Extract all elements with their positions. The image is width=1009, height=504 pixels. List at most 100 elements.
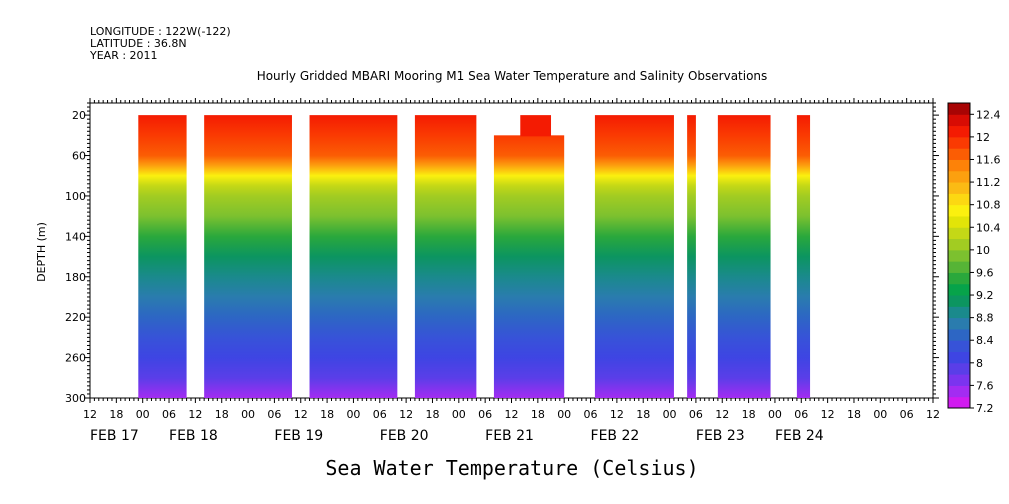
x-tick-label: 18 [425,408,439,421]
x-tick-label: 06 [794,408,808,421]
x-tick-label: 12 [505,408,519,421]
x-axis: 12 18 00 06 12 18 00 06 12 18 00 06 12 18 00 06 12 18 00 06… [83,398,940,444]
x-tick-label: 12 [715,408,729,421]
data-block-6 [687,115,696,398]
x-day-label: FEB 20 [380,428,429,444]
data-block-3 [414,115,477,398]
colorbar-swatch [948,261,970,273]
x-day-label: FEB 24 [775,428,824,444]
colorbar-label: 7.2 [976,402,994,415]
x-tick-label: 06 [478,408,492,421]
colorbar-swatch [948,182,970,194]
x-tick-label: 06 [162,408,176,421]
x-tick-label: 00 [663,408,677,421]
x-day-label: FEB 23 [696,428,745,444]
latitude-label: LATITUDE : 36.8N [90,37,187,50]
x-tick-label: 18 [215,408,229,421]
colorbar-swatch [948,396,970,409]
colorbar-label: 8.4 [976,334,994,347]
colorbar-swatch [948,227,970,240]
y-axis-label: DEPTH (m) [35,222,48,282]
x-tick-label: 00 [557,408,571,421]
y-axis: 20 60 100 140 180 220 260 300 [65,102,939,405]
colorbar-swatch [948,170,970,183]
y-tick-label: 220 [65,311,86,324]
colorbar-label: 9.6 [976,266,994,279]
colorbar-swatch [948,215,970,228]
data-block-5 [594,115,674,398]
x-tick-label: 06 [267,408,281,421]
colorbar-swatch [948,374,970,386]
x-tick-label: 12 [610,408,624,421]
x-tick-label: 18 [847,408,861,421]
x-tick-label: 00 [768,408,782,421]
x-axis-label: Sea Water Temperature (Celsius) [325,456,698,480]
x-tick-label: 12 [821,408,835,421]
colorbar-swatch [948,317,970,330]
colorbar-swatch [948,351,970,364]
x-tick-label: 00 [241,408,255,421]
data-block-4 [493,135,565,398]
x-tick-label: 18 [742,408,756,421]
colorbar-swatch [948,283,970,296]
x-tick-label: 06 [373,408,387,421]
data-block-1 [204,115,292,398]
colorbar-label: 9.2 [976,289,994,302]
x-tick-label: 12 [926,408,940,421]
colorbar-swatch [948,249,970,262]
x-tick-label: 06 [689,408,703,421]
colorbar-swatch [948,148,970,160]
data-block-7 [717,115,771,398]
x-tick-label: 18 [531,408,545,421]
x-tick-label: 12 [294,408,308,421]
x-tick-label: 00 [873,408,887,421]
colorbar-swatch [948,340,970,353]
x-day-label: FEB 18 [169,428,218,444]
y-tick-label: 20 [72,109,86,122]
x-tick-label: 18 [636,408,650,421]
longitude-label: LONGITUDE : 122W(-122) [90,25,231,38]
colorbar-swatch [948,272,970,285]
colorbar-label: 10 [976,244,990,257]
colorbar-label: 12 [976,131,990,144]
data-blocks [138,115,811,398]
colorbar-label: 12.4 [976,108,1001,121]
plot-frame-ticks [89,98,934,104]
x-tick-label: 00 [346,408,360,421]
colorbar-swatch [948,328,970,341]
y-tick-label: 180 [65,271,86,284]
colorbar-label: 8.8 [976,312,994,325]
y-tick-label: 260 [65,352,86,365]
x-day-label: FEB 21 [485,428,534,444]
colorbar-swatch [948,159,970,172]
colorbar-swatch [948,125,970,138]
x-tick-label: 12 [188,408,202,421]
x-tick-label: 12 [399,408,413,421]
x-tick-label: 18 [320,408,334,421]
data-block-8 [796,115,811,398]
colorbar-swatch [948,238,970,251]
colorbar-label: 7.6 [976,379,994,392]
x-tick-label: 18 [109,408,123,421]
colorbar-swatch [948,193,970,206]
colorbar-swatch [948,114,970,127]
y-tick-label: 60 [72,150,86,163]
x-day-label: FEB 19 [274,428,323,444]
data-block-0 [138,115,187,398]
chart-title: Hourly Gridded MBARI Mooring M1 Sea Wate… [257,69,768,83]
x-tick-label: 06 [900,408,914,421]
colorbar-swatch [948,385,970,398]
colorbar-label: 11.6 [976,153,1001,166]
colorbar-label: 11.2 [976,176,1001,189]
x-day-label: FEB 17 [90,428,139,444]
x-tick-label: 00 [452,408,466,421]
colorbar-swatch [948,103,970,115]
x-tick-label: 00 [136,408,150,421]
colorbar-frame [947,102,971,409]
colorbar-swatch [948,362,970,375]
colorbar: 12.4 12 11.6 11.2 10.8 10.4 10 9.6 9.2 8.8 8.4 8 7.6… [947,102,1001,415]
x-day-label: FEB 22 [591,428,640,444]
colorbar-swatch [948,204,970,217]
colorbar-label: 10.4 [976,221,1001,234]
